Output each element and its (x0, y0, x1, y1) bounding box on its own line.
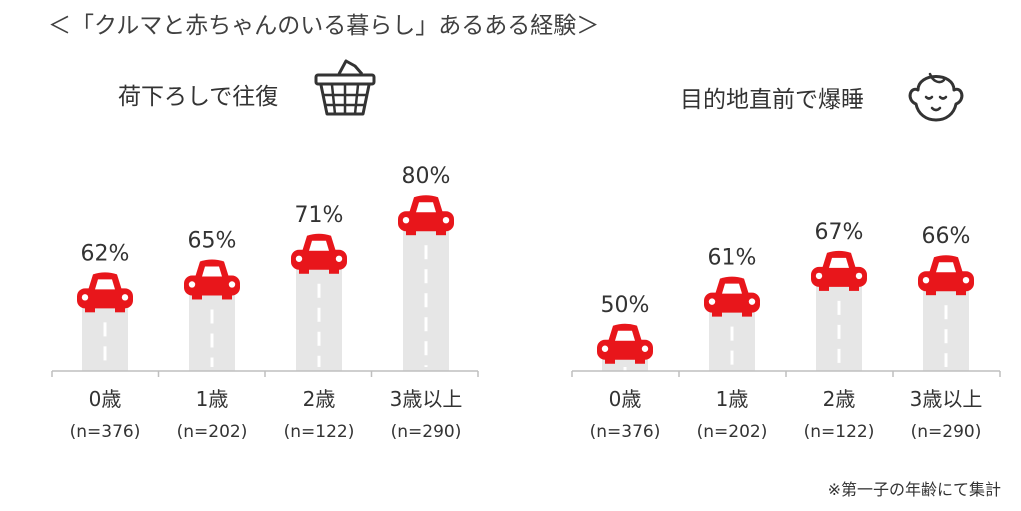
data-label: 80% (402, 164, 451, 189)
car-icon (398, 195, 454, 236)
car-headlight (962, 276, 970, 284)
car-headlight (295, 255, 303, 262)
bar (918, 255, 974, 371)
category-label: 1歳 (716, 387, 749, 411)
car-wheel (956, 289, 966, 296)
category-label: 3歳以上 (910, 387, 983, 411)
footnote: ※第一子の年齢にて集計 (827, 480, 1001, 499)
car-wheel (742, 310, 752, 317)
car-wheel (436, 229, 446, 236)
category-label: 3歳以上 (390, 387, 463, 411)
car-headlight (815, 272, 823, 280)
car-wheel (635, 357, 645, 364)
car-window (829, 257, 849, 268)
car-headlight (748, 298, 756, 305)
car-wheel (299, 267, 309, 274)
car-wheel (406, 229, 416, 236)
car-headlight (335, 255, 343, 262)
car-icon (918, 255, 974, 296)
data-label: 62% (81, 241, 130, 266)
bar (398, 195, 454, 371)
basket-icon (314, 59, 376, 116)
category-label: 2歳 (823, 387, 856, 411)
sleeping-baby-icon (908, 72, 964, 122)
chart-panel-sleeping: 目的地直前で爆睡 50% 0歳 (n=376) 61% 1歳 (n=202) 67% 2歳 (n… (510, 0, 1021, 511)
sample-size-label: (n=202) (697, 422, 768, 442)
car-icon (811, 250, 867, 291)
bar (291, 233, 347, 371)
category-label: 1歳 (196, 387, 229, 411)
page-title: ＜「クルマと赤ちゃんのいる暮らし」あるある経験＞ (48, 13, 600, 39)
road-bar (82, 306, 128, 371)
car-icon (77, 272, 133, 313)
car-headlight (188, 281, 196, 288)
car-body (704, 292, 760, 313)
bar-chart: 62% 0歳 (n=376) 65% 1歳 (n=202) 71% 2歳 (n=122) 80% 3… (51, 164, 479, 442)
chart-panel-unloading: 荷下ろしで往復 62% 0歳 (n=376) 65% 1歳 (n=202) 71% 2歳 (n=… (0, 0, 510, 511)
data-label: 66% (922, 224, 971, 249)
car-icon (597, 323, 653, 364)
sample-size-label: (n=122) (804, 422, 875, 442)
car-window (95, 279, 115, 290)
bar-chart: 50% 0歳 (n=376) 61% 1歳 (n=202) 67% 2歳 (n=122) 66% 3… (571, 220, 1001, 442)
car-body (77, 288, 133, 309)
car-body (398, 211, 454, 232)
car-wheel (819, 284, 829, 291)
car-headlight (641, 345, 649, 352)
sample-size-label: (n=376) (590, 422, 661, 442)
data-label: 50% (601, 293, 650, 318)
car-wheel (712, 310, 722, 317)
data-label: 67% (815, 220, 864, 245)
data-label: 65% (188, 228, 237, 253)
car-wheel (85, 306, 95, 313)
car-icon (184, 259, 240, 300)
bar (811, 250, 867, 371)
car-body (291, 249, 347, 270)
car-icon (291, 233, 347, 274)
car-icon (704, 276, 760, 317)
car-body (811, 266, 867, 287)
car-wheel (849, 284, 859, 291)
sample-size-label: (n=202) (177, 422, 248, 442)
car-window (936, 262, 956, 273)
category-label: 0歳 (609, 387, 642, 411)
bar (597, 323, 653, 374)
car-wheel (222, 293, 232, 300)
car-headlight (601, 345, 609, 352)
data-label: 61% (708, 246, 757, 271)
car-window (202, 266, 222, 277)
bar (704, 276, 760, 371)
bar (184, 259, 240, 371)
car-wheel (192, 293, 202, 300)
car-body (184, 275, 240, 296)
car-window (309, 240, 329, 251)
car-window (416, 202, 436, 213)
car-body (918, 271, 974, 292)
car-headlight (402, 217, 410, 224)
car-headlight (442, 217, 450, 224)
car-headlight (228, 281, 236, 288)
sample-size-label: (n=290) (391, 422, 462, 442)
car-headlight (708, 298, 716, 305)
car-wheel (605, 357, 615, 364)
sample-size-label: (n=122) (284, 422, 355, 442)
car-window (615, 330, 635, 341)
car-headlight (922, 276, 930, 284)
car-wheel (329, 267, 339, 274)
data-label: 71% (295, 203, 344, 228)
car-wheel (926, 289, 936, 296)
sample-size-label: (n=376) (70, 422, 141, 442)
panel-title: 目的地直前で爆睡 (680, 87, 864, 113)
car-headlight (121, 294, 129, 301)
category-label: 2歳 (303, 387, 336, 411)
car-wheel (115, 306, 125, 313)
panel-title: 荷下ろしで往復 (118, 84, 279, 110)
car-headlight (81, 294, 89, 301)
car-body (597, 339, 653, 360)
car-headlight (855, 272, 863, 280)
sample-size-label: (n=290) (911, 422, 982, 442)
car-window (722, 283, 742, 294)
category-label: 0歳 (89, 387, 122, 411)
bar (77, 272, 133, 371)
